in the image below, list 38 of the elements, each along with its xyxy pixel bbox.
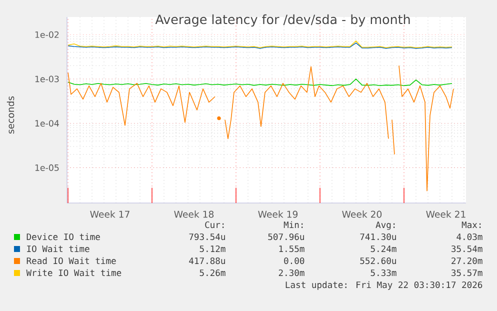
y-tick-label: 1e-03 <box>35 76 59 82</box>
x-tick-label: Week 18 <box>174 210 214 218</box>
text: 5.12m <box>200 245 226 252</box>
legend-label: Write IO Wait time <box>26 269 122 276</box>
text: 0.00 <box>284 257 304 264</box>
legend-label: IO Wait time <box>27 245 90 252</box>
x-tick-label: Week 17 <box>90 210 130 218</box>
text: Cur: <box>205 221 224 228</box>
text: Avg: <box>376 222 395 230</box>
text: 5.24m <box>370 245 396 252</box>
y-axis-title: seconds <box>6 96 14 134</box>
text: Min: <box>284 221 303 228</box>
text: 5.26m <box>200 269 226 276</box>
text: 2.30m <box>278 269 304 276</box>
line-series <box>68 78 452 86</box>
x-tick-label: Week 20 <box>342 210 382 218</box>
line-series <box>68 40 452 48</box>
legend-label: Read IO Wait time <box>26 257 116 264</box>
chart-title: Average latency for /dev/sda - by month <box>155 14 410 27</box>
text: 417.88u <box>189 257 225 264</box>
text: 552.60u <box>360 257 396 264</box>
y-tick-label: 1e-05 <box>35 164 59 171</box>
text: 5.33m <box>370 269 396 276</box>
text: 35.54m <box>452 245 482 252</box>
text: 507.96u <box>268 233 304 240</box>
y-tick-label: 1e-04 <box>35 120 59 127</box>
y-tick-label: 1e-02 <box>35 31 59 38</box>
x-tick-label: Week 19 <box>258 210 298 218</box>
text: 27.20m <box>452 257 482 264</box>
x-tick-label: Week 21 <box>426 210 466 218</box>
text: Last update: Fri May 22 03:30:17 2026 <box>286 281 482 290</box>
text: 741.30u <box>360 233 396 240</box>
text: 793.54u <box>189 233 225 240</box>
text: 1.55m <box>279 246 304 252</box>
legend-label: Device IO time <box>26 233 100 240</box>
text: 4.03m <box>456 233 482 240</box>
text: 35.57m <box>452 269 482 276</box>
text: Max: <box>462 222 481 228</box>
